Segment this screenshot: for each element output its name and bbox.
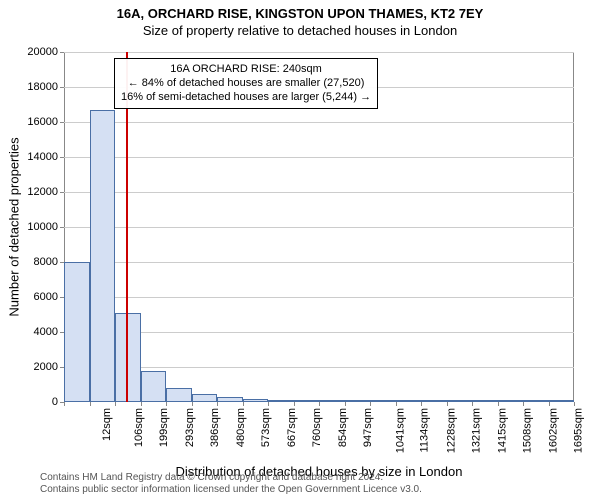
gridline [64,297,574,298]
y-tick-mark [60,192,64,193]
gridline [64,122,574,123]
histogram-bar [523,400,549,402]
annotation-line-2: ← 84% of detached houses are smaller (27… [121,77,371,91]
histogram-bar [141,371,167,403]
x-tick-label: 667sqm [286,408,298,447]
footer-attribution: Contains HM Land Registry data © Crown c… [40,472,422,496]
y-tick-label: 12000 [27,186,58,198]
annotation-box: 16A ORCHARD RISE: 240sqm ← 84% of detach… [114,58,378,109]
y-tick-label: 20000 [27,46,58,58]
x-tick-mark [166,402,167,406]
y-tick-mark [60,87,64,88]
x-tick-mark [319,402,320,406]
x-tick-mark [396,402,397,406]
x-tick-label: 1134sqm [418,408,430,452]
y-tick-label: 6000 [34,291,58,303]
x-tick-mark [217,402,218,406]
x-tick-label: 1321sqm [470,408,482,453]
x-tick-mark [523,402,524,406]
x-tick-mark [574,402,575,406]
x-tick-mark [472,402,473,406]
chart-subtitle: Size of property relative to detached ho… [0,23,600,38]
y-tick-label: 2000 [34,361,58,373]
x-tick-label: 106sqm [133,408,145,447]
x-tick-mark [141,402,142,406]
x-tick-mark [447,402,448,406]
x-tick-label: 480sqm [235,408,247,447]
histogram-bar [396,400,422,402]
x-tick-label: 1695sqm [572,408,584,453]
histogram-bar [217,397,243,402]
gridline [64,157,574,158]
y-tick-label: 4000 [34,326,58,338]
x-tick-mark [64,402,65,406]
gridline [64,192,574,193]
histogram-bar [498,400,524,402]
x-tick-label: 1415sqm [496,408,508,453]
x-tick-label: 947sqm [362,408,374,447]
x-tick-label: 293sqm [184,408,196,447]
annotation-line-1: 16A ORCHARD RISE: 240sqm [121,63,371,77]
chart-title: 16A, ORCHARD RISE, KINGSTON UPON THAMES,… [0,6,600,21]
y-tick-label: 16000 [27,116,58,128]
y-tick-mark [60,122,64,123]
y-tick-label: 10000 [27,221,58,233]
plot-area: 0200040006000800010000120001400016000180… [64,52,574,402]
x-tick-label: 1508sqm [521,408,533,453]
gridline [64,227,574,228]
x-tick-label: 1228sqm [445,408,457,453]
histogram-bar [294,400,320,402]
x-tick-label: 760sqm [311,408,323,447]
gridline [64,332,574,333]
histogram-bar [345,400,371,402]
histogram-bar [268,400,294,402]
histogram-bar [549,400,575,402]
histogram-bar [421,400,447,402]
y-tick-mark [60,52,64,53]
x-tick-mark [421,402,422,406]
histogram-bar [472,400,498,402]
x-tick-mark [549,402,550,406]
histogram-bar [192,394,218,402]
title-block: 16A, ORCHARD RISE, KINGSTON UPON THAMES,… [0,0,600,38]
x-tick-label: 1602sqm [547,408,559,453]
x-tick-label: 1041sqm [394,408,406,453]
x-tick-mark [345,402,346,406]
footer-line-2: Contains public sector information licen… [40,484,422,496]
x-tick-mark [115,402,116,406]
gridline [64,367,574,368]
x-tick-label: 386sqm [209,408,221,447]
histogram-bar [64,262,90,402]
histogram-bar [319,400,345,402]
x-tick-label: 573sqm [260,408,272,447]
y-tick-label: 0 [52,396,58,408]
gridline [64,262,574,263]
histogram-bar [166,388,192,402]
x-tick-label: 854sqm [337,408,349,447]
annotation-line-3: 16% of semi-detached houses are larger (… [121,91,371,105]
y-tick-mark [60,157,64,158]
histogram-bar [90,110,116,402]
y-axis-label: Number of detached properties [7,137,22,316]
histogram-bar [370,400,396,402]
x-tick-mark [294,402,295,406]
x-tick-mark [90,402,91,406]
x-tick-label: 12sqm [101,408,113,441]
gridline [64,52,574,53]
x-tick-mark [192,402,193,406]
x-tick-mark [243,402,244,406]
x-tick-mark [268,402,269,406]
footer-line-1: Contains HM Land Registry data © Crown c… [40,472,422,484]
chart-container: 16A, ORCHARD RISE, KINGSTON UPON THAMES,… [0,0,600,500]
x-tick-mark [370,402,371,406]
y-tick-mark [60,227,64,228]
x-tick-label: 199sqm [158,408,170,447]
x-tick-mark [498,402,499,406]
y-tick-label: 14000 [27,151,58,163]
histogram-bar [447,400,473,402]
histogram-bar [243,399,269,403]
y-tick-label: 8000 [34,256,58,268]
y-tick-label: 18000 [27,81,58,93]
